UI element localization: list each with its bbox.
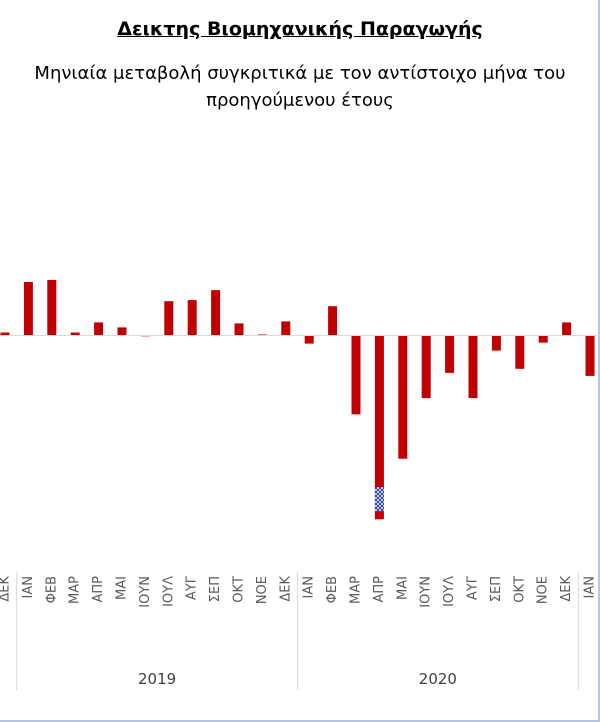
x-tick-label: ΙΟΥΝ bbox=[419, 576, 434, 608]
x-axis-ticks: ΔΕΚ ΙΑΝ ΦΕΒ ΜΑΡ ΑΠΡ ΜΑΙ ΙΟΥΝ ΙΟΥΛ ΑΥΓ ΣΕΠ ΟΚΤ ΝΟΕ ΔΕ… bbox=[0, 575, 598, 607]
bar-18 bbox=[421, 335, 431, 399]
x-tick-label: ΑΠΡ bbox=[91, 576, 106, 603]
x-tick-label: ΔΕΚ bbox=[278, 576, 293, 602]
x-tick-label: ΣΕΠ bbox=[489, 576, 504, 602]
bar-23 bbox=[538, 335, 548, 343]
bar-5 bbox=[117, 327, 127, 336]
bar-3 bbox=[70, 332, 80, 336]
x-tick-label: ΟΚΤ bbox=[512, 576, 527, 603]
bar-7 bbox=[164, 301, 174, 336]
bar-13 bbox=[304, 335, 314, 344]
bar-17 bbox=[398, 335, 408, 459]
bar-25 bbox=[585, 335, 595, 376]
bar-14 bbox=[328, 306, 338, 336]
year-labels: 2019 2020 bbox=[138, 670, 457, 688]
x-tick-label: ΜΑΡ bbox=[349, 576, 364, 604]
bar-20 bbox=[468, 335, 478, 399]
bar-0 bbox=[0, 332, 10, 336]
year-label-2019: 2019 bbox=[138, 670, 176, 688]
chart-title: Δεικτης Βιομηχανικής Παραγωγής bbox=[117, 18, 483, 40]
x-tick-label: ΙΟΥΝ bbox=[138, 576, 153, 608]
bar-12 bbox=[281, 321, 291, 336]
bar-19 bbox=[445, 335, 455, 373]
x-tick-label: ΙΑΝ bbox=[302, 576, 317, 598]
x-tick-label: ΔΕΚ bbox=[0, 576, 13, 602]
x-tick-label: ΙΑΝ bbox=[21, 576, 36, 598]
x-tick-label: ΝΟΕ bbox=[536, 576, 551, 604]
x-tick-label: ΑΠΡ bbox=[372, 576, 387, 603]
bar-4 bbox=[94, 322, 104, 336]
bar-15 bbox=[351, 335, 361, 415]
x-tick-label: ΝΟΕ bbox=[255, 576, 270, 604]
x-tick-label: ΦΕΒ bbox=[325, 576, 340, 603]
year-dividers bbox=[16, 572, 579, 690]
chart-subtitle-line1: Μηνιαία μεταβολή συγκριτικά με τον αντίσ… bbox=[34, 63, 566, 84]
bar-24 bbox=[562, 322, 572, 336]
bar-1 bbox=[23, 282, 33, 336]
x-tick-label: ΜΑΙ bbox=[395, 576, 410, 600]
bar-10 bbox=[234, 323, 244, 336]
x-tick-label: ΙΟΥΛ bbox=[161, 576, 176, 607]
bars-group bbox=[0, 279, 595, 520]
x-tick-label: ΜΑΡ bbox=[68, 576, 83, 604]
x-tick-label: ΑΥΓ bbox=[185, 575, 200, 600]
bar-9 bbox=[211, 290, 221, 336]
chart-subtitle-line2: προηγούμενου έτους bbox=[206, 90, 394, 111]
x-tick-label: ΙΟΥΛ bbox=[442, 576, 457, 607]
bar-22 bbox=[515, 335, 525, 369]
x-tick-label: ΑΥΓ bbox=[466, 575, 481, 600]
x-tick-label: ΣΕΠ bbox=[208, 576, 223, 602]
x-tick-label: ΟΚΤ bbox=[232, 576, 247, 603]
bar-21 bbox=[491, 335, 501, 351]
year-label-2020: 2020 bbox=[419, 670, 457, 688]
x-tick-label: ΔΕΚ bbox=[559, 576, 574, 602]
x-tick-label: ΦΕΒ bbox=[44, 576, 59, 603]
bar-16 bbox=[374, 335, 384, 520]
bar-8 bbox=[187, 300, 197, 336]
bar-2 bbox=[47, 279, 57, 336]
x-tick-label: ΙΑΝ bbox=[583, 576, 598, 598]
x-tick-label: ΜΑΙ bbox=[115, 576, 130, 600]
bar-highlight-segment bbox=[374, 487, 384, 512]
